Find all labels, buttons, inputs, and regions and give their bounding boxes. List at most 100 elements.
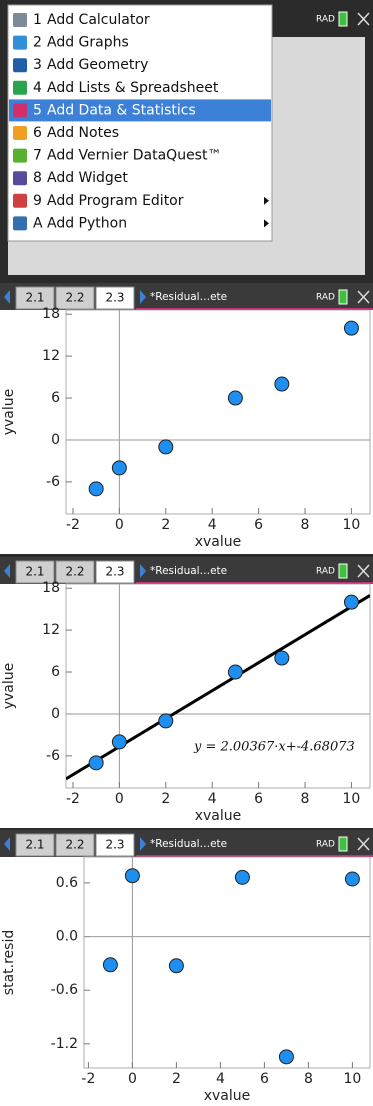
x-tick-label: -2 (66, 517, 80, 533)
y-tick-label: -6 (46, 474, 60, 490)
point (344, 595, 358, 609)
tab-label[interactable]: 2.2 (65, 838, 84, 852)
x-tick-label: 10 (343, 1071, 361, 1087)
menu-key[interactable]: 7 (33, 148, 42, 164)
menu-label[interactable]: Add Geometry (47, 57, 148, 73)
menu-label[interactable]: Add Widget (47, 170, 128, 186)
point (345, 872, 359, 886)
menu-label[interactable]: Add Vernier DataQuest™ (47, 148, 221, 164)
y-tick-label: 0.6 (56, 875, 78, 891)
y-tick-label: 18 (42, 306, 60, 322)
y-tick-label: 12 (42, 348, 60, 364)
mode-indicator: RAD (316, 293, 335, 303)
battery (339, 290, 347, 304)
x-tick-label: -2 (81, 1071, 95, 1087)
menu-icon (13, 149, 27, 163)
menu-label[interactable]: Add Calculator (47, 12, 150, 28)
menu-key[interactable]: 8 (33, 170, 42, 186)
menu-label[interactable]: Add Notes (47, 125, 119, 141)
point (89, 756, 103, 770)
point (89, 482, 103, 496)
menu-icon (13, 58, 27, 72)
document-name: *Residual…ete (150, 565, 227, 577)
y-tick-label: 0.0 (56, 929, 78, 945)
mode-indicator: RAD (316, 15, 335, 25)
point (112, 735, 126, 749)
x-tick-label: 4 (208, 517, 217, 533)
x-tick-label: 10 (343, 791, 361, 807)
point (275, 651, 289, 665)
plot-area (66, 310, 370, 514)
point (125, 869, 139, 883)
y-tick-label: -0.6 (51, 982, 78, 998)
x-tick-label: 6 (260, 1071, 269, 1087)
y-tick-label: -1.2 (51, 1036, 78, 1052)
y-tick-label: 0 (51, 706, 60, 722)
menu-icon (13, 126, 27, 140)
y-tick-label: 18 (42, 580, 60, 596)
x-tick-label: 0 (115, 791, 124, 807)
point (159, 714, 173, 728)
x-tick-label: 6 (254, 517, 263, 533)
menu-key[interactable]: 2 (33, 35, 42, 51)
menu-label[interactable]: Add Graphs (47, 35, 129, 51)
menu-key[interactable]: 4 (33, 80, 42, 96)
menu-key[interactable]: 5 (33, 102, 42, 118)
tab-label[interactable]: 2.3 (105, 838, 124, 852)
point (344, 321, 358, 335)
menu-icon (13, 36, 27, 50)
point (169, 959, 183, 973)
menu-key[interactable]: A (33, 215, 43, 231)
menu-label[interactable]: Add Data & Statistics (47, 102, 196, 118)
x-tick-label: 2 (161, 791, 170, 807)
menu-key[interactable]: 1 (33, 12, 42, 28)
menu-icon (13, 194, 27, 208)
menu-key[interactable]: 9 (33, 193, 42, 209)
point (112, 461, 126, 475)
tab-label[interactable]: 2.2 (65, 291, 84, 305)
x-tick-label: 8 (301, 791, 310, 807)
point (279, 1050, 293, 1064)
battery (339, 564, 347, 578)
tab-label[interactable]: 2.3 (105, 291, 124, 305)
y-tick-label: 12 (42, 622, 60, 638)
x-axis-label: xvalue (195, 808, 242, 824)
y-axis-label: stat.resid (1, 930, 17, 995)
x-tick-label: 2 (172, 1071, 181, 1087)
x-tick-label: 4 (216, 1071, 225, 1087)
y-tick-label: 6 (51, 664, 60, 680)
x-tick-label: -2 (66, 791, 80, 807)
battery (339, 837, 347, 851)
tab-label[interactable]: 2.1 (25, 291, 44, 305)
point (159, 440, 173, 454)
point (235, 870, 249, 884)
tab-label[interactable]: 2.1 (25, 565, 44, 579)
menu-key[interactable]: 3 (33, 57, 42, 73)
mode-indicator: RAD (316, 567, 335, 577)
y-tick-label: 6 (51, 390, 60, 406)
screen: RAD 1 Add Calculator 2 Add Graphs 3 Add Geomet… (0, 0, 373, 1106)
regression-equation: y = 2.00367·x+-4.68073 (193, 740, 355, 755)
y-tick-label: -6 (46, 748, 60, 764)
x-tick-label: 8 (301, 517, 310, 533)
y-tick-label: 0 (51, 432, 60, 448)
menu-label[interactable]: Add Python (47, 215, 127, 231)
menu-label[interactable]: Add Lists & Spreadsheet (47, 80, 219, 96)
mode-indicator: RAD (316, 840, 335, 850)
tab-label[interactable]: 2.3 (105, 565, 124, 579)
x-axis-label: xvalue (195, 534, 242, 550)
y-axis-label: yvalue (1, 389, 17, 436)
document-name: *Residual…ete (150, 838, 227, 850)
menu-icon (13, 81, 27, 95)
menu-label[interactable]: Add Program Editor (47, 193, 184, 209)
point (275, 377, 289, 391)
x-tick-label: 6 (254, 791, 263, 807)
x-tick-label: 4 (208, 791, 217, 807)
tab-label[interactable]: 2.2 (65, 565, 84, 579)
point (103, 958, 117, 972)
plot-area (84, 857, 370, 1068)
x-tick-label: 8 (304, 1071, 313, 1087)
tab-label[interactable]: 2.1 (25, 838, 44, 852)
menu-icon (13, 103, 27, 117)
menu-key[interactable]: 6 (33, 125, 42, 141)
